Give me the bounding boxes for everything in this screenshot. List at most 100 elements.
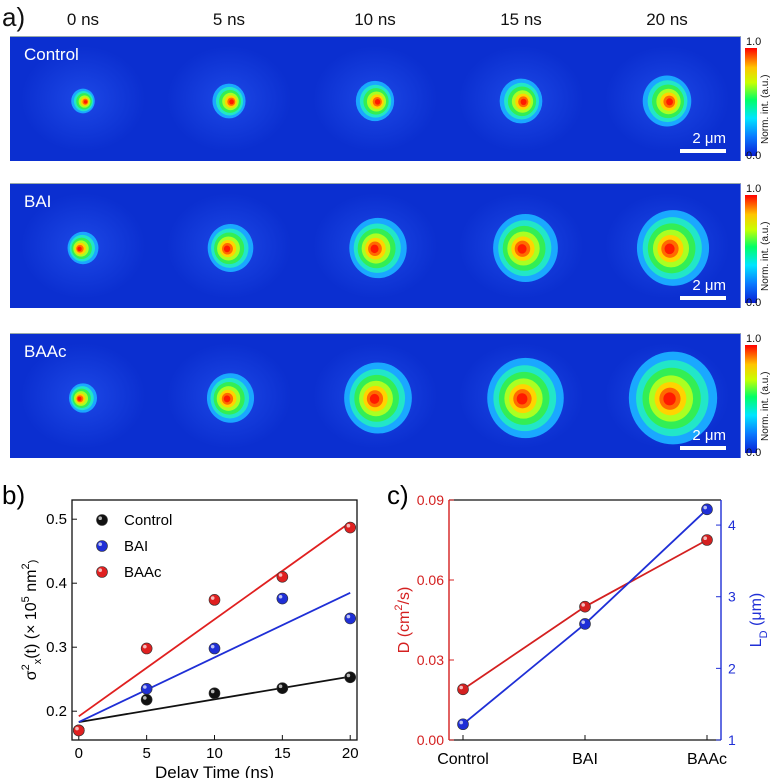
pl-spot-layer xyxy=(374,99,381,105)
pl-spot-layer xyxy=(370,244,379,254)
right-axis-title-part: L xyxy=(748,638,765,647)
pl-spot-layer xyxy=(664,243,675,255)
colorbar-min-label: 0.0 xyxy=(746,297,762,309)
colorbar-max-label: 1.0 xyxy=(746,183,762,195)
marker-highlight xyxy=(459,720,463,725)
y-tick-label: 0.5 xyxy=(46,511,67,528)
pl-image-cell xyxy=(448,37,595,161)
y-axis-title-part: 5 xyxy=(20,596,32,602)
data-point-baac xyxy=(72,724,85,737)
right-axis-title-part: (μm) xyxy=(748,593,765,631)
marker-highlight xyxy=(75,726,79,731)
left-y-tick-label: 0.03 xyxy=(417,652,444,668)
pl-image-cell xyxy=(156,334,303,458)
x-tick-label: 5 xyxy=(142,745,150,762)
right-y-tick-label: 1 xyxy=(728,732,736,748)
legend-label: BAI xyxy=(124,538,148,555)
data-point-baac xyxy=(344,521,357,534)
colorbar-title: Norm. int. (a.u.) xyxy=(760,74,771,144)
colorbar-max-label: 1.0 xyxy=(746,36,762,48)
image-row-bai: BAI 2 μm xyxy=(10,183,741,308)
y-axis-title-part: 2 xyxy=(20,664,32,670)
pl-image-cell xyxy=(448,184,595,308)
marker-highlight xyxy=(98,542,102,546)
pl-spot-layer xyxy=(517,244,527,254)
legend-label: Control xyxy=(124,512,172,529)
image-row-control: Control 2 μm xyxy=(10,36,741,161)
data-point-bai xyxy=(344,612,357,625)
x-category-label: BAAc xyxy=(687,751,727,768)
time-label: 15 ns xyxy=(500,10,542,29)
sample-label: BAAc xyxy=(24,342,67,361)
panel-c-letter: c) xyxy=(387,480,409,510)
pl-spot-layer xyxy=(223,395,231,403)
y-axis-title-part: nm xyxy=(23,570,40,597)
marker-highlight xyxy=(210,689,215,694)
pl-spot-layer xyxy=(77,396,82,401)
pl-spot-layer xyxy=(223,245,231,253)
data-point-baac xyxy=(208,594,221,606)
data-point-baac xyxy=(140,642,153,655)
marker-highlight xyxy=(703,505,707,510)
data-point-control xyxy=(276,682,289,694)
x-category-label: BAI xyxy=(572,751,598,768)
data-point-bai xyxy=(208,642,221,655)
legend-marker-baac xyxy=(96,566,108,578)
diffusion-line xyxy=(462,539,708,691)
marker-highlight xyxy=(346,614,351,619)
scale-bar xyxy=(680,296,726,300)
colorbar-min-label: 0.0 xyxy=(746,150,762,162)
scale-bar xyxy=(680,446,726,450)
time-label: 10 ns xyxy=(354,10,396,29)
data-point-bai xyxy=(140,683,153,695)
x-tick-label: 10 xyxy=(206,745,223,762)
scale-bar-label: 2 μm xyxy=(692,427,726,444)
sample-label: Control xyxy=(24,45,79,64)
marker-highlight xyxy=(346,673,351,678)
data-point-control xyxy=(208,687,221,700)
colorbar xyxy=(745,345,757,453)
diffusion-length-point xyxy=(701,503,713,516)
marker-highlight xyxy=(98,568,102,572)
diffusion-point xyxy=(701,534,713,546)
fit-line-bai xyxy=(78,591,351,723)
time-label: 20 ns xyxy=(646,10,688,29)
pl-image-cell: BAAc xyxy=(10,334,157,458)
y-axis-title: σ2x(t) (× 105 nm2) xyxy=(20,560,44,681)
y-axis-title-part: (t) (× 10 xyxy=(23,602,40,659)
x-tick-label: 0 xyxy=(75,745,83,762)
right-axis-title-part: D xyxy=(758,630,770,638)
y-axis-title-part: x xyxy=(32,658,44,664)
x-tick-label: 20 xyxy=(342,745,359,762)
pl-image-cell: 2 μm xyxy=(594,184,741,308)
panel-a-letter: a) xyxy=(2,2,26,32)
pl-image-cell: 2 μm xyxy=(594,334,741,458)
pl-image-cell xyxy=(302,184,449,308)
pl-spot-layer xyxy=(77,246,82,252)
legend-label: BAAc xyxy=(124,564,162,581)
time-label: 0 ns xyxy=(66,10,100,29)
pl-image-cell: Control xyxy=(10,37,157,161)
colorbar xyxy=(745,48,757,156)
marker-highlight xyxy=(210,644,215,649)
x-tick-label: 15 xyxy=(274,745,291,762)
left-y-tick-label: 0.06 xyxy=(417,572,444,588)
marker-highlight xyxy=(143,685,147,689)
pl-spot-layer xyxy=(666,98,673,106)
panel-b-letter: b) xyxy=(2,480,25,510)
scale-bar-label: 2 μm xyxy=(692,130,726,147)
left-axis-title-part: /s) xyxy=(396,587,413,605)
x-category-label: Control xyxy=(437,751,489,768)
marker-highlight xyxy=(143,696,147,700)
marker-highlight xyxy=(581,603,585,607)
marker-highlight xyxy=(210,596,215,600)
left-axis-title-part: D (cm xyxy=(396,611,413,654)
legend-marker-bai xyxy=(96,540,108,552)
diffusion-length-line xyxy=(462,508,708,725)
y-tick-label: 0.2 xyxy=(46,703,67,720)
colorbar xyxy=(745,195,757,303)
pl-image-cell: 2 μm xyxy=(594,37,741,161)
marker-highlight xyxy=(278,573,283,577)
left-y-tick-label: 0.09 xyxy=(417,492,444,508)
right-y-tick-label: 3 xyxy=(728,589,736,605)
